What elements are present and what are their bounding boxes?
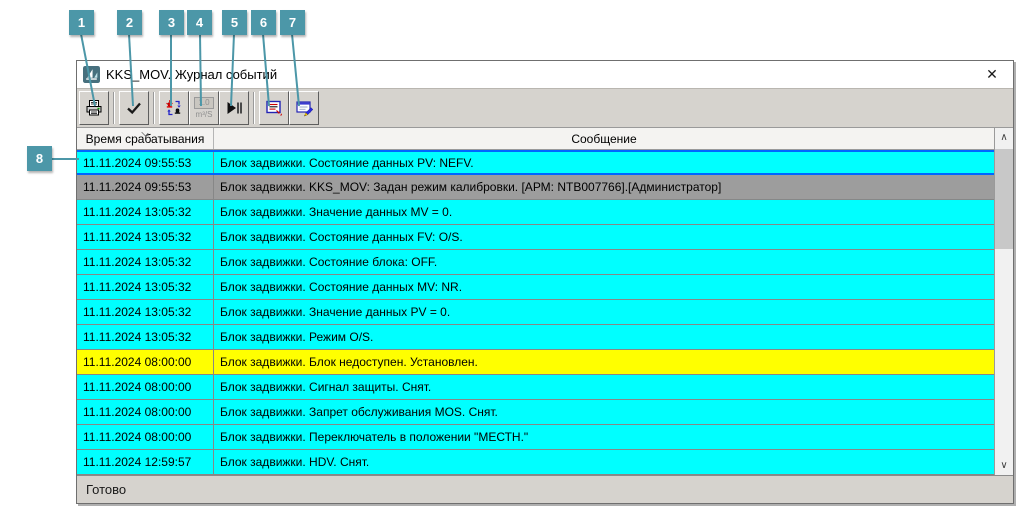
event-time-cell: 11.11.2024 13:05:32	[77, 225, 214, 249]
table-row[interactable]: 11.11.2024 13:05:32 Блок задвижки. Режим…	[77, 325, 994, 350]
event-message-cell: Блок задвижки. Режим O/S.	[220, 330, 374, 344]
event-table: Время срабатывания Сообщение 11.11.2024 …	[77, 128, 1013, 475]
event-time-cell: 11.11.2024 08:00:00	[77, 375, 214, 399]
table-row[interactable]: 11.11.2024 13:05:32 Блок задвижки. Состо…	[77, 250, 994, 275]
event-log-window: KKS_MOV. Журнал событий ✕	[76, 60, 1014, 504]
scroll-up-button[interactable]: ∧	[995, 128, 1013, 147]
event-message-cell: Блок задвижки. Запрет обслуживания MOS. …	[220, 405, 498, 419]
event-list-button[interactable]	[259, 91, 289, 125]
column-header-message-label: Сообщение	[571, 132, 637, 146]
table-row[interactable]: 11.11.2024 09:55:53 Блок задвижки. KKS_M…	[77, 175, 994, 200]
scrollbar-track[interactable]	[995, 147, 1013, 456]
status-bar: Готово	[77, 475, 1013, 503]
confirm-button[interactable]	[119, 91, 149, 125]
event-time-cell: 11.11.2024 09:55:53	[77, 175, 214, 199]
event-message-cell: Блок задвижки. Блок недоступен. Установл…	[220, 355, 478, 369]
event-time-cell: 11.11.2024 13:05:32	[77, 275, 214, 299]
vertical-scrollbar[interactable]: ∧ ∨	[994, 128, 1013, 475]
event-time-cell: 11.11.2024 13:05:32	[77, 250, 214, 274]
window-title: KKS_MOV. Журнал событий	[106, 67, 278, 82]
callout-badge-5: 5	[222, 10, 247, 35]
event-message-cell: Блок задвижки. Значение данных PV = 0.	[220, 305, 451, 319]
edit-notes-button[interactable]	[289, 91, 319, 125]
table-row[interactable]: 11.11.2024 13:05:32 Блок задвижки. Состо…	[77, 225, 994, 250]
column-header-time[interactable]: Время срабатывания	[77, 128, 214, 149]
table-row[interactable]: 11.11.2024 13:05:32 Блок задвижки. Значе…	[77, 300, 994, 325]
event-time-cell: 11.11.2024 13:05:32	[77, 200, 214, 224]
toolbar-separator	[253, 92, 255, 124]
scrollbar-thumb[interactable]	[995, 149, 1013, 249]
event-time-cell: 11.11.2024 08:00:00	[77, 350, 214, 374]
chevron-up-icon: ∧	[1000, 132, 1008, 143]
event-message-cell: Блок задвижки. Состояние блока: OFF.	[220, 255, 438, 269]
checkmark-icon	[127, 102, 141, 115]
callout-badge-8: 8	[27, 146, 52, 171]
alarm-switch-icon	[166, 100, 181, 116]
callout-badge-7: 7	[280, 10, 305, 35]
event-list-icon	[266, 100, 282, 116]
table-row[interactable]: 11.11.2024 08:00:00 Блок задвижки. Запре…	[77, 400, 994, 425]
event-time-cell: 11.11.2024 13:05:32	[77, 325, 214, 349]
column-header-time-label: Время срабатывания	[85, 132, 205, 146]
callout-badge-4: 4	[187, 10, 212, 35]
event-time-cell: 11.11.2024 12:59:57	[77, 450, 214, 474]
close-button[interactable]: ✕	[986, 66, 998, 82]
table-row[interactable]: 11.11.2024 12:59:57 Блок задвижки. HDV. …	[77, 450, 994, 475]
units-button[interactable]: 1.0 m³/S	[189, 91, 219, 125]
printer-icon	[86, 100, 102, 116]
event-message-cell: Блок задвижки. KKS_MOV: Задан режим кали…	[220, 180, 722, 194]
table-row[interactable]: 11.11.2024 08:00:00 Блок задвижки. Блок …	[77, 350, 994, 375]
play-pause-button[interactable]	[219, 91, 249, 125]
event-message-cell: Блок задвижки. Состояние данных MV: NR.	[220, 280, 463, 294]
toolbar: 1.0 m³/S	[77, 89, 1013, 128]
print-button[interactable]	[79, 91, 109, 125]
toolbar-separator	[113, 92, 115, 124]
callout-badge-6: 6	[251, 10, 276, 35]
status-text: Готово	[86, 482, 127, 497]
notepad-pencil-icon	[296, 101, 313, 117]
event-time-cell: 11.11.2024 09:55:53	[77, 152, 214, 173]
callout-badge-3: 3	[159, 10, 184, 35]
sailboat-logo-icon	[83, 66, 100, 83]
table-header: Время срабатывания Сообщение	[77, 128, 994, 150]
event-rows: 11.11.2024 09:55:53 Блок задвижки. Состо…	[77, 150, 994, 475]
callout-badge-1: 1	[69, 10, 94, 35]
alarm-toggle-button[interactable]	[159, 91, 189, 125]
table-row[interactable]: 11.11.2024 13:05:32 Блок задвижки. Значе…	[77, 200, 994, 225]
units-icon: 1.0	[194, 96, 214, 109]
event-message-cell: Блок задвижки. Сигнал защиты. Снят.	[220, 380, 432, 394]
event-time-cell: 11.11.2024 08:00:00	[77, 425, 214, 449]
event-grid: Время срабатывания Сообщение 11.11.2024 …	[77, 128, 994, 475]
play-pause-icon	[227, 102, 242, 114]
table-row[interactable]: 11.11.2024 09:55:53 Блок задвижки. Состо…	[77, 150, 994, 175]
event-message-cell: Блок задвижки. Состояние данных FV: O/S.	[220, 230, 463, 244]
units-label: m³/S	[195, 109, 213, 119]
table-row[interactable]: 11.11.2024 08:00:00 Блок задвижки. Перек…	[77, 425, 994, 450]
event-message-cell: Блок задвижки. Значение данных MV = 0.	[220, 205, 453, 219]
event-time-cell: 11.11.2024 08:00:00	[77, 400, 214, 424]
event-time-cell: 11.11.2024 13:05:32	[77, 300, 214, 324]
event-message-cell: Блок задвижки. Состояние данных PV: NEFV…	[220, 155, 474, 170]
event-message-cell: Блок задвижки. Переключатель в положении…	[220, 430, 529, 444]
toolbar-separator	[153, 92, 155, 124]
callout-badge-2: 2	[117, 10, 142, 35]
chevron-down-icon: ∨	[1000, 460, 1008, 471]
table-row[interactable]: 11.11.2024 13:05:32 Блок задвижки. Состо…	[77, 275, 994, 300]
scroll-down-button[interactable]: ∨	[995, 456, 1013, 475]
event-message-cell: Блок задвижки. HDV. Снят.	[220, 455, 370, 469]
title-bar[interactable]: KKS_MOV. Журнал событий ✕	[77, 61, 1013, 89]
column-header-message[interactable]: Сообщение	[214, 128, 994, 149]
table-row[interactable]: 11.11.2024 08:00:00 Блок задвижки. Сигна…	[77, 375, 994, 400]
